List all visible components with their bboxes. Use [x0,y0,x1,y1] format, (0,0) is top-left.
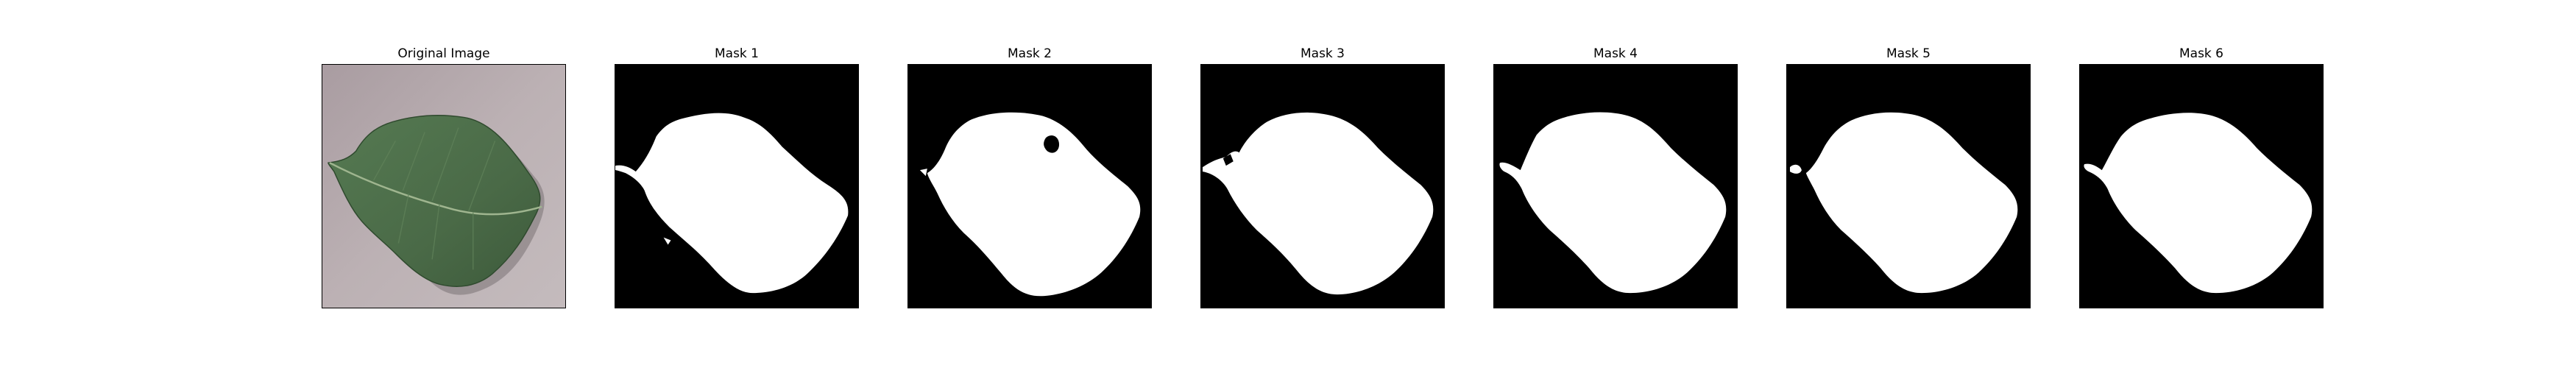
mask-5-frame [1786,64,2031,308]
mask-4-title: Mask 4 [1593,46,1638,61]
original-image-title: Original Image [397,46,490,61]
mask-2-title: Mask 2 [1007,46,1052,61]
mask-2-image [908,65,1151,308]
mask-1-frame [615,64,859,308]
mask-6-image [2080,65,2323,308]
mask-2-frame [907,64,1152,308]
leaf-photo [322,65,565,308]
original-image-frame [322,64,566,308]
mask-4-image [1494,65,1737,308]
mask-4-frame [1493,64,1738,308]
mask-6-frame [2079,64,2324,308]
mask-5-title: Mask 5 [1886,46,1931,61]
mask-3-title: Mask 3 [1300,46,1345,61]
mask-3-frame [1200,64,1445,308]
mask-1-image [615,65,858,308]
mask-6-title: Mask 6 [2179,46,2223,61]
mask-1-title: Mask 1 [714,46,759,61]
mask-3-image [1201,65,1444,308]
mask-5-image [1787,65,2030,308]
